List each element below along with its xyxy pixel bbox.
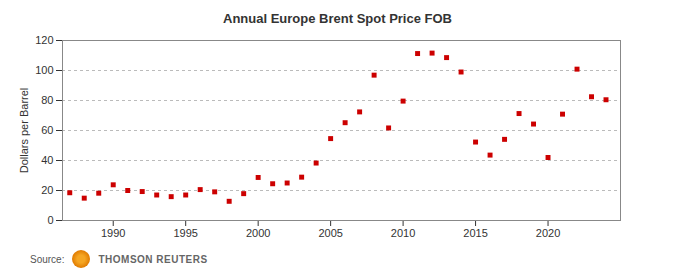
svg-text:2015: 2015 — [463, 227, 487, 239]
svg-text:0: 0 — [47, 214, 53, 226]
svg-text:60: 60 — [41, 124, 53, 136]
svg-text:Dollars per Barrel: Dollars per Barrel — [18, 88, 30, 174]
svg-text:20: 20 — [41, 184, 53, 196]
html-text:THOMSON REUTERS: THOMSON REUTERS — [98, 253, 208, 265]
svg-text:2010: 2010 — [391, 227, 415, 239]
html-text:Annual Europe Brent Spot Price: Annual Europe Brent Spot Price FOB — [223, 11, 452, 26]
svg-text:120: 120 — [35, 34, 53, 46]
svg-text:2020: 2020 — [536, 227, 560, 239]
svg-text:1990: 1990 — [101, 227, 125, 239]
svg-text:100: 100 — [35, 64, 53, 76]
html-text:Source:: Source: — [30, 253, 65, 265]
svg-text:2005: 2005 — [318, 227, 342, 239]
svg-text:80: 80 — [41, 94, 53, 106]
svg-text:40: 40 — [41, 154, 53, 166]
svg-text:1995: 1995 — [173, 227, 197, 239]
svg-text:2000: 2000 — [246, 227, 270, 239]
